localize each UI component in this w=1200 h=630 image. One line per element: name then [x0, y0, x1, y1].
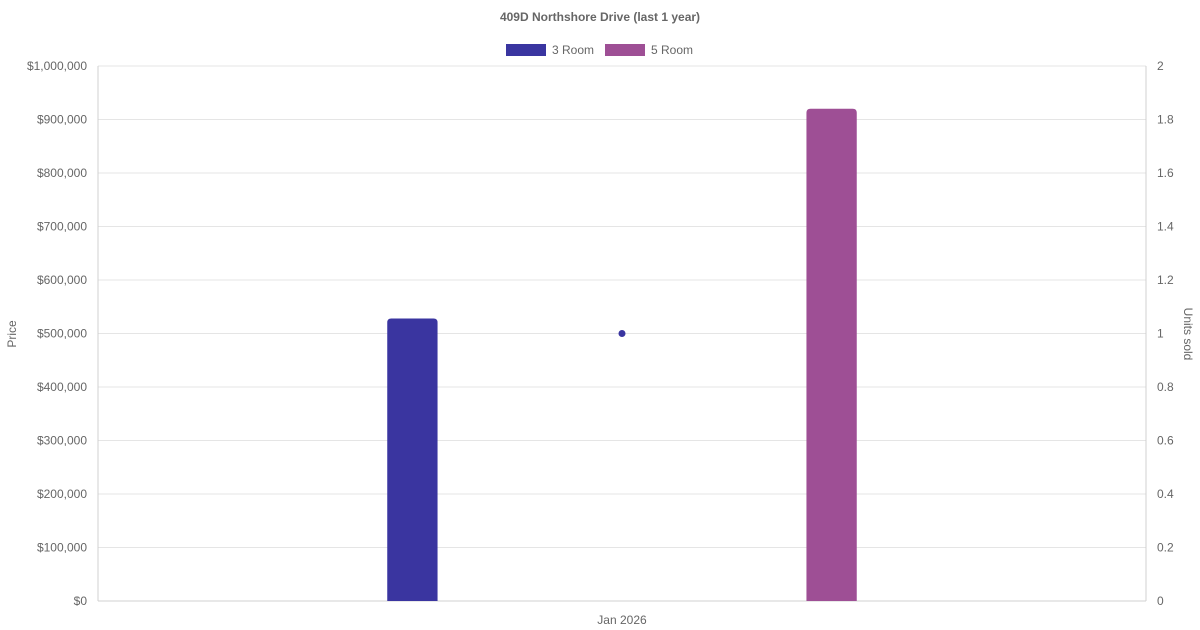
left-tick-label: $800,000 — [37, 166, 87, 180]
left-tick-label: $100,000 — [37, 541, 87, 555]
x-axis-ticks: Jan 2026 — [597, 613, 647, 627]
chart-title: 409D Northshore Drive (last 1 year) — [500, 10, 700, 24]
right-axis-title: Units sold — [1181, 308, 1195, 361]
left-tick-label: $0 — [74, 594, 88, 608]
right-tick-label: 0.2 — [1157, 541, 1174, 555]
right-tick-label: 0.4 — [1157, 487, 1174, 501]
left-tick-label: $1,000,000 — [27, 59, 87, 73]
legend[interactable]: 3 Room 5 Room — [506, 43, 693, 57]
left-tick-label: $300,000 — [37, 434, 87, 448]
right-tick-label: 0 — [1157, 594, 1164, 608]
right-tick-label: 1 — [1157, 327, 1164, 341]
legend-swatch-3-room — [506, 44, 546, 56]
right-tick-label: 1.8 — [1157, 113, 1174, 127]
left-tick-label: $200,000 — [37, 487, 87, 501]
legend-item-3-room[interactable]: 3 Room — [506, 43, 594, 57]
right-tick-label: 1.4 — [1157, 220, 1174, 234]
units-sold-point[interactable] — [618, 330, 626, 337]
bar-5-room[interactable] — [806, 108, 857, 602]
left-axis-title: Price — [5, 320, 19, 348]
right-axis-ticks: 0 0.2 0.4 0.6 0.8 1 1.2 1.4 1.6 1.8 2 — [1157, 59, 1174, 608]
left-tick-label: $600,000 — [37, 273, 87, 287]
left-tick-label: $700,000 — [37, 220, 87, 234]
left-axis-ticks: $0 $100,000 $200,000 $300,000 $400,000 $500,0… — [27, 59, 87, 608]
right-tick-label: 0.6 — [1157, 434, 1174, 448]
right-tick-label: 1.6 — [1157, 166, 1174, 180]
bar-3-room[interactable] — [387, 318, 438, 601]
legend-swatch-5-room — [605, 44, 645, 56]
left-tick-label: $500,000 — [37, 327, 87, 341]
legend-label-3-room: 3 Room — [552, 43, 594, 57]
legend-label-5-room: 5 Room — [651, 43, 693, 57]
chart-marks — [387, 108, 857, 602]
legend-item-5-room[interactable]: 5 Room — [605, 43, 693, 57]
x-tick-label: Jan 2026 — [597, 613, 647, 627]
left-tick-label: $400,000 — [37, 380, 87, 394]
right-tick-label: 1.2 — [1157, 273, 1174, 287]
left-tick-label: $900,000 — [37, 113, 87, 127]
right-tick-label: 0.8 — [1157, 380, 1174, 394]
right-tick-label: 2 — [1157, 59, 1164, 73]
